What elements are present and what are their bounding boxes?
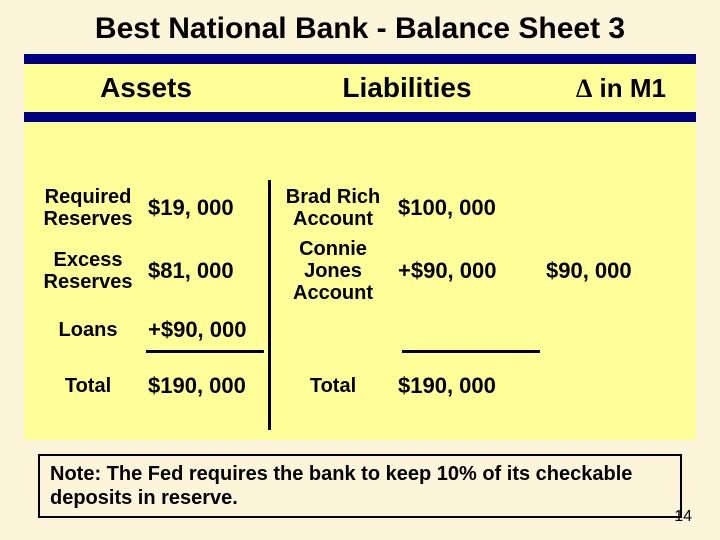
header-delta-m1: Δ in M1 — [546, 73, 696, 104]
header-assets: Assets — [24, 72, 268, 104]
header-liabilities: Liabilities — [268, 72, 546, 104]
liability-label: Brad Rich Account — [268, 186, 398, 230]
balance-sheet: Assets Liabilities Δ in M1 Required Rese… — [24, 54, 696, 440]
header-bar-top — [24, 54, 696, 64]
delta-m1-text: in M1 — [592, 73, 666, 103]
asset-label: Total — [24, 375, 148, 397]
row-total: Total $190, 000 Total $190, 000 — [24, 360, 696, 412]
asset-value: $19, 000 — [148, 195, 268, 221]
note-box: Note: The Fed requires the bank to keep … — [38, 454, 682, 518]
asset-value: +$90, 000 — [148, 317, 268, 343]
t-account-divider — [268, 180, 271, 430]
sheet-body: Required Reserves $19, 000 Brad Rich Acc… — [24, 112, 696, 440]
row-excess-reserves: Excess Reserves $81, 000 Connie Jones Ac… — [24, 236, 696, 306]
asset-value: $190, 000 — [148, 373, 268, 399]
assets-total-rule — [146, 350, 264, 353]
liability-label: Total — [268, 375, 398, 397]
liability-value: $190, 000 — [398, 373, 546, 399]
liability-value: +$90, 000 — [398, 258, 546, 284]
asset-label: Loans — [24, 319, 148, 341]
asset-label: Required Reserves — [24, 186, 148, 230]
slide-title: Best National Bank - Balance Sheet 3 — [0, 0, 720, 54]
asset-label: Excess Reserves — [24, 249, 148, 293]
liability-value: $100, 000 — [398, 195, 546, 221]
page-number: 14 — [674, 508, 692, 526]
row-required-reserves: Required Reserves $19, 000 Brad Rich Acc… — [24, 180, 696, 236]
asset-value: $81, 000 — [148, 258, 268, 284]
row-loans: Loans +$90, 000 — [24, 306, 696, 354]
liability-label: Connie Jones Account — [268, 238, 398, 304]
m1-value: $90, 000 — [546, 258, 696, 284]
liabilities-total-rule — [402, 350, 540, 353]
delta-symbol: Δ — [576, 74, 592, 103]
